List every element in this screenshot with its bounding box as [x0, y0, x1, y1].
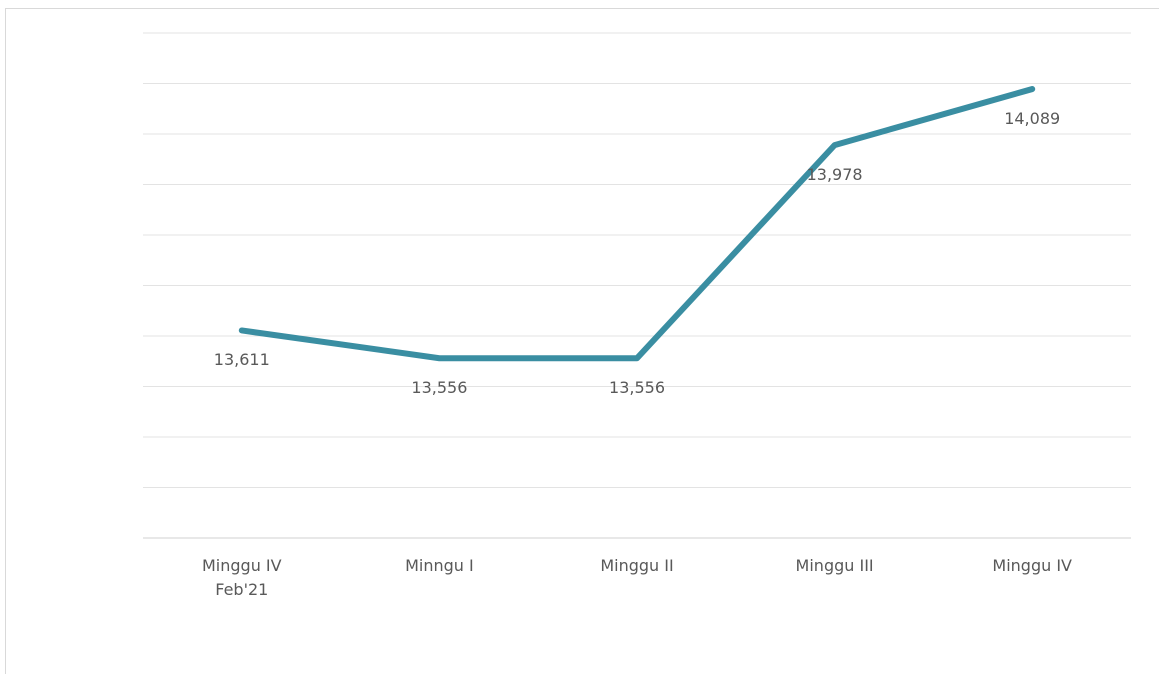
x-tick-label: Minggu III — [795, 556, 874, 575]
data-label: 13,978 — [806, 165, 863, 185]
x-tick-label: Minggu IV Feb'21 — [202, 556, 282, 599]
x-tick-label: Minggu IV — [992, 556, 1072, 575]
data-label: 13,611 — [213, 350, 270, 370]
x-tick-label: Minggu II — [600, 556, 674, 575]
data-label: 13,556 — [609, 378, 665, 398]
x-tick-label: Minngu I — [405, 556, 474, 575]
data-label: 13,556 — [411, 378, 468, 398]
chart-border — [5, 8, 1159, 674]
line — [238, 86, 1036, 362]
data-label: 14,089 — [1004, 109, 1061, 129]
